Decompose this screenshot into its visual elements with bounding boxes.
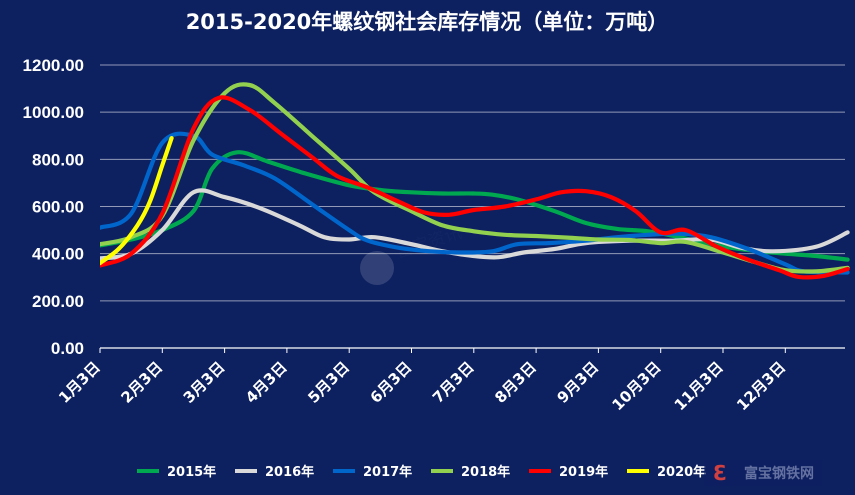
legend-label: 2020年 <box>657 464 706 480</box>
legend: 2015年 2016年 2017年 2018年 2019年 2020年 <box>137 464 706 480</box>
series-line-2017年 <box>100 131 850 275</box>
x-tick-label: 7月3日 <box>429 358 478 407</box>
series-line-2016年 <box>100 188 850 261</box>
series-layer <box>100 82 850 280</box>
x-tick-label: 1月3日 <box>55 358 104 407</box>
legend-label: 2016年 <box>265 464 314 480</box>
legend-label: 2018年 <box>461 464 510 480</box>
x-tick-label: 12月3日 <box>733 358 789 414</box>
y-tick-label: 0.00 <box>51 339 84 358</box>
x-tick-label: 8月3日 <box>491 358 540 407</box>
y-tick-label: 600.00 <box>32 198 84 217</box>
corner-watermark-text: 富宝钢铁网 <box>744 465 814 482</box>
watermark-logo: 富宝资讯 <box>360 251 394 285</box>
x-tick-label: 6月3日 <box>367 358 416 407</box>
x-axis-ticks: 1月3日 2月3日 3月3日 4月3日 5月3日 6月3日 7月3日 8月3日 9月3日 10月3… <box>55 348 789 414</box>
x-tick-label: 9月3日 <box>554 358 603 407</box>
y-tick-label: 800.00 <box>32 150 84 169</box>
y-axis-ticks: 0.00 200.00 400.00 600.00 800.00 1000.00 1200.… <box>23 56 84 358</box>
y-tick-label: 400.00 <box>32 245 84 264</box>
legend-label: 2019年 <box>559 464 608 480</box>
x-tick-label: 3月3日 <box>180 358 229 407</box>
x-tick-label: 10月3日 <box>608 358 664 414</box>
legend-label: 2015年 <box>167 464 216 480</box>
series-line-2020年 <box>100 136 174 266</box>
x-tick-label: 5月3日 <box>304 358 353 407</box>
legend-label: 2017年 <box>363 464 412 480</box>
y-tick-label: 1200.00 <box>23 56 84 75</box>
corner-watermark: 富宝钢铁网 Ɛ <box>704 460 822 486</box>
y-tick-label: 200.00 <box>32 292 84 311</box>
y-tick-label: 1000.00 <box>23 103 84 122</box>
corner-watermark-bg <box>704 460 822 486</box>
watermark-logo-icon <box>360 251 394 285</box>
x-tick-label: 11月3日 <box>671 358 727 414</box>
chart-title: 2015-2020年螺纹钢社会库存情况（单位：万吨） <box>186 10 669 34</box>
series-line-2019年 <box>100 95 850 280</box>
corner-logo-icon: Ɛ <box>713 461 727 485</box>
x-tick-label: 4月3日 <box>242 358 291 407</box>
x-tick-label: 2月3日 <box>117 358 166 407</box>
